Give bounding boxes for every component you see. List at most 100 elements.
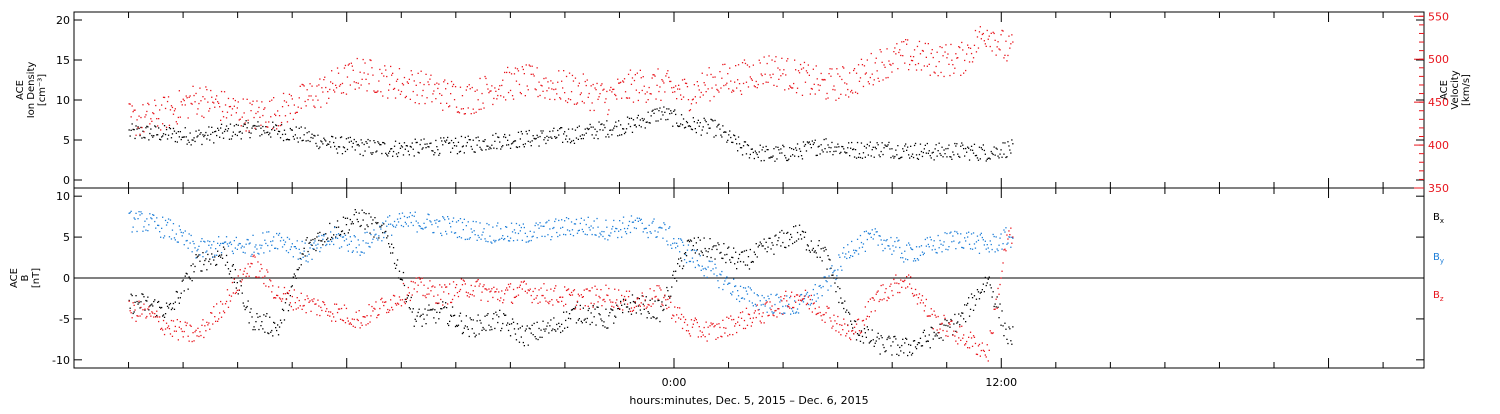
data-point — [702, 254, 704, 256]
data-point — [350, 140, 352, 142]
data-point — [454, 86, 457, 88]
data-point — [218, 129, 220, 131]
data-point — [573, 142, 576, 144]
data-point — [314, 106, 316, 109]
data-point — [750, 78, 752, 80]
data-point — [150, 217, 152, 219]
data-point — [764, 248, 766, 250]
data-point — [522, 281, 524, 283]
data-point — [729, 67, 731, 69]
data-point — [254, 329, 256, 331]
data-point — [392, 247, 395, 249]
data-point — [363, 72, 365, 74]
data-point — [606, 226, 608, 228]
data-point — [424, 227, 426, 229]
data-point — [364, 62, 366, 64]
data-point — [581, 296, 583, 298]
data-point — [321, 141, 323, 143]
data-point — [849, 337, 851, 339]
data-point — [826, 281, 828, 283]
data-point — [885, 240, 887, 242]
data-point — [252, 329, 254, 331]
data-point — [824, 246, 826, 249]
data-point — [850, 338, 852, 341]
data-point — [343, 147, 346, 149]
data-point — [1001, 270, 1003, 272]
data-point — [353, 235, 355, 237]
data-point — [899, 157, 901, 160]
data-point — [776, 316, 778, 318]
data-point — [291, 285, 293, 287]
data-point — [145, 229, 147, 231]
data-point — [869, 76, 871, 79]
data-point — [526, 292, 528, 294]
data-point — [511, 95, 514, 97]
data-point — [335, 226, 338, 229]
data-point — [1004, 248, 1006, 250]
data-point — [189, 95, 191, 97]
data-point — [388, 243, 390, 245]
data-point — [807, 303, 809, 306]
data-point — [787, 58, 789, 60]
data-point — [909, 283, 911, 285]
data-point — [791, 148, 793, 150]
data-point — [199, 133, 201, 135]
data-point — [286, 292, 289, 294]
data-point — [294, 275, 296, 277]
data-point — [476, 144, 478, 146]
data-point — [731, 91, 733, 93]
data-point — [141, 126, 143, 129]
data-point — [960, 74, 962, 76]
data-point — [534, 224, 536, 227]
data-point — [373, 307, 375, 309]
data-point — [159, 138, 161, 140]
data-point — [547, 234, 549, 236]
data-point — [529, 65, 531, 67]
data-point — [596, 306, 598, 308]
data-point — [661, 79, 663, 81]
data-point — [343, 67, 346, 69]
data-point — [130, 312, 132, 314]
data-point — [355, 82, 357, 84]
data-point — [481, 291, 483, 293]
data-point — [203, 336, 205, 339]
data-point — [981, 342, 983, 344]
data-point — [723, 283, 725, 285]
data-point — [879, 49, 881, 51]
data-point — [819, 84, 821, 87]
data-point — [190, 234, 192, 237]
data-point — [585, 132, 587, 134]
data-point — [482, 102, 484, 104]
data-point — [382, 301, 384, 303]
data-point — [282, 139, 285, 142]
data-point — [841, 145, 843, 148]
data-point — [703, 82, 705, 84]
data-point — [558, 322, 560, 324]
data-point — [1000, 34, 1002, 36]
data-point — [194, 247, 196, 249]
data-point — [526, 235, 528, 238]
data-point — [966, 53, 968, 55]
x-axis-title: hours:minutes, Dec. 5, 2015 – Dec. 6, 20… — [629, 394, 868, 407]
data-point — [739, 312, 742, 314]
data-point — [876, 231, 878, 233]
data-point — [245, 130, 247, 132]
data-point — [910, 155, 913, 157]
data-point — [539, 135, 541, 138]
data-point — [528, 240, 530, 242]
data-point — [335, 234, 338, 236]
data-point — [333, 316, 335, 318]
data-point — [767, 315, 769, 317]
data-point — [386, 237, 388, 239]
data-point — [152, 305, 154, 307]
data-point — [824, 276, 826, 278]
data-point — [937, 234, 939, 237]
data-point — [732, 141, 734, 144]
data-point — [539, 301, 541, 303]
data-point — [862, 152, 865, 154]
data-point — [754, 86, 756, 88]
data-point — [228, 273, 231, 275]
data-point — [474, 234, 476, 236]
data-point — [636, 217, 638, 219]
data-point — [214, 106, 216, 108]
